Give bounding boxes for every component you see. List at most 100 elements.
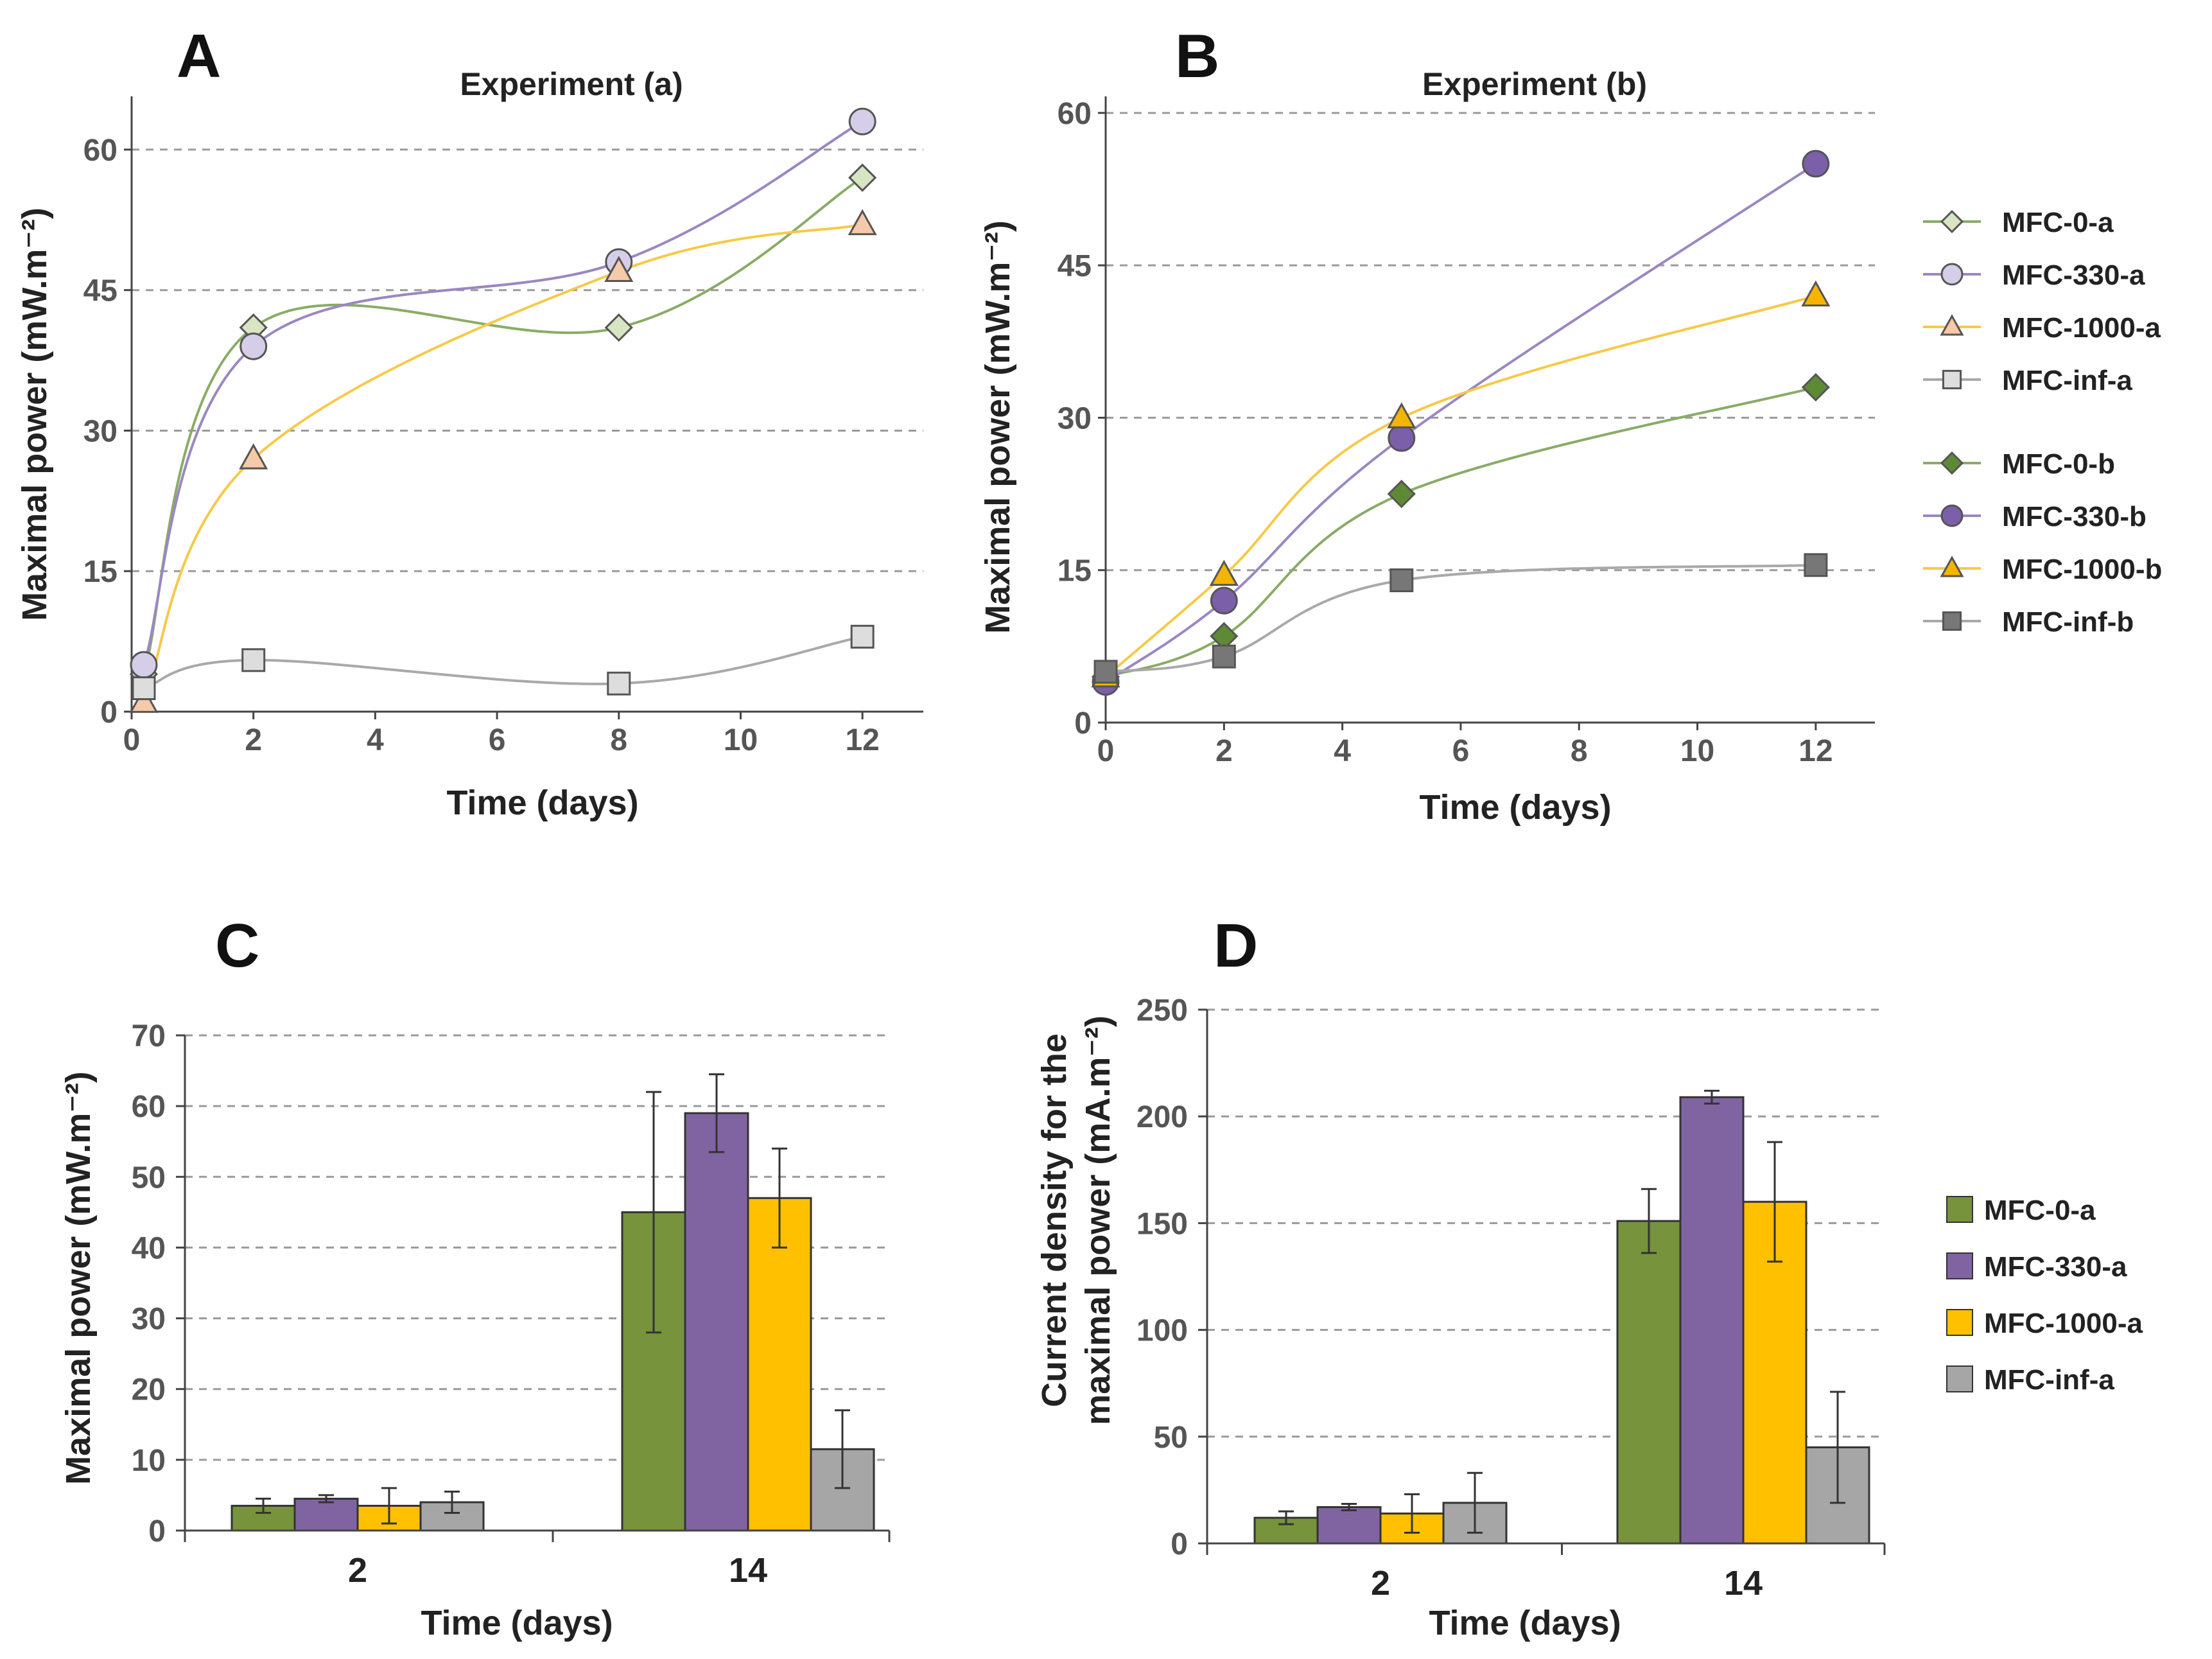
y-tick-label-c-40: 40 xyxy=(132,1231,166,1265)
legend-marker-mfc-1000-b xyxy=(1940,556,1964,577)
panel-letter-a: A xyxy=(177,22,221,91)
point-mfc-0-b-2 xyxy=(1387,479,1416,509)
panel-c: C 0 10 20 30 40 50 60 70 2 14 Time (days) Maxima… xyxy=(59,911,891,1642)
legend-label-mfc-1000-b: MFC-1000-b xyxy=(2002,554,2162,585)
x-axis-label-c: Time (days) xyxy=(421,1604,613,1642)
legend-cd-swatch-mfc-inf-a xyxy=(1946,1365,1973,1392)
y-axis-label-d-line1: Current density for the xyxy=(1035,1033,1074,1407)
error-bar-mfc-0-a-14 xyxy=(646,1091,661,1334)
chart-title-a: Experiment (a) xyxy=(460,66,683,102)
panel-d: D 0 50 100 150 200 250 2 14 Time (days) Curren… xyxy=(1035,911,1886,1642)
legend-marker-mfc-0-b xyxy=(1940,451,1964,475)
error-bar-mfc-1000-a-2 xyxy=(1404,1493,1420,1534)
legend-cd: MFC-0-a MFC-330-a MFC-1000-a MFC-inf-a xyxy=(1946,1195,2143,1396)
y-ticks-c: 0 10 20 30 40 50 60 70 xyxy=(132,1019,186,1549)
x-category-label-d-2: 2 xyxy=(1371,1564,1390,1602)
x-axis-label-d: Time (days) xyxy=(1429,1604,1621,1642)
y-axis-label-c: Maximal power (mW.m⁻²) xyxy=(59,1071,98,1485)
legend-item-mfc-330-a: MFC-330-a xyxy=(1923,259,2145,291)
legend-cd-swatch-mfc-1000-a xyxy=(1946,1309,1973,1336)
point-mfc-inf-b-3 xyxy=(1804,553,1828,577)
bar-mfc-330-a-2 xyxy=(1316,1505,1382,1545)
x-tick-label-a-2: 2 xyxy=(245,723,262,757)
y-tick-label-c-50: 50 xyxy=(132,1161,166,1195)
line-mfc-0-a xyxy=(143,176,864,675)
y-tick-label-c-20: 20 xyxy=(132,1373,166,1407)
legend-marker-mfc-inf-a xyxy=(1942,369,1962,390)
legend-label-mfc-330-a: MFC-330-a xyxy=(2002,259,2145,291)
panel-letter-c: C xyxy=(215,911,259,980)
y-tick-label-d-150: 150 xyxy=(1136,1207,1188,1241)
point-mfc-330-b-2 xyxy=(1388,424,1416,452)
legend-marker-mfc-330-b xyxy=(1940,504,1964,527)
series-lines-a xyxy=(143,120,864,703)
legend-label-mfc-inf-b: MFC-inf-b xyxy=(2002,606,2134,638)
x-category-label-c-14: 14 xyxy=(729,1551,767,1590)
point-mfc-330-a-0 xyxy=(130,651,158,679)
bar-mfc-330-a-14 xyxy=(684,1112,749,1532)
legend-marker-mfc-inf-b xyxy=(1942,611,1962,631)
legend-cd-label-mfc-330-a: MFC-330-a xyxy=(1984,1251,2127,1283)
series-markers-b xyxy=(1091,150,1831,696)
legend-item-mfc-1000-a: MFC-1000-a xyxy=(1923,312,2161,344)
bar-mfc-330-a-2 xyxy=(293,1497,359,1532)
error-bar-mfc-1000-a-2 xyxy=(381,1487,397,1525)
line-mfc-inf-a xyxy=(143,635,863,690)
point-mfc-1000-a-1 xyxy=(239,443,268,470)
x-tick-label-b-6: 6 xyxy=(1452,734,1470,768)
y-tick-label-c-60: 60 xyxy=(132,1090,166,1124)
gridlines-c xyxy=(185,1034,889,1461)
x-ticks-d: 2 14 xyxy=(1206,1542,1886,1602)
x-tick-label-b-12: 12 xyxy=(1798,734,1833,768)
point-mfc-inf-a-2 xyxy=(607,671,631,696)
y-axis-label-b: Maximal power (mW.m⁻²) xyxy=(979,220,1017,634)
bars-d xyxy=(1253,1089,1870,1545)
bar-mfc-1000-a-14 xyxy=(747,1197,812,1532)
line-mfc-330-a xyxy=(143,120,864,665)
y-tick-label-b-30: 30 xyxy=(1058,401,1092,435)
gridlines-a xyxy=(132,148,923,572)
legend-cd-swatch-mfc-330-a xyxy=(1946,1252,1973,1279)
y-tick-label-d-50: 50 xyxy=(1154,1421,1188,1455)
legend-item-mfc-inf-b: MFC-inf-b xyxy=(1923,606,2134,638)
y-tick-label-b-15: 15 xyxy=(1058,554,1092,588)
line-mfc-1000-b xyxy=(1104,294,1816,678)
x-ticks-c: 2 14 xyxy=(184,1529,891,1590)
legend-item-mfc-0-a: MFC-0-a xyxy=(1923,207,2114,238)
legend-cd-label-mfc-1000-a: MFC-1000-a xyxy=(1984,1308,2143,1339)
point-mfc-330-b-3 xyxy=(1802,150,1830,178)
legend-cd-item-mfc-1000-a: MFC-1000-a xyxy=(1946,1308,2143,1339)
y-tick-label-a-0: 0 xyxy=(100,696,118,730)
point-mfc-inf-a-3 xyxy=(850,624,875,649)
y-ticks-a: 0 15 30 45 60 xyxy=(83,96,133,730)
y-ticks-d: 0 50 100 150 200 250 xyxy=(1136,994,1208,1561)
y-axis-label-d-line2: maximal power (mA.m⁻²) xyxy=(1079,1015,1117,1425)
point-mfc-1000-b-2 xyxy=(1387,402,1416,428)
point-mfc-inf-a-0 xyxy=(132,676,156,701)
point-mfc-1000-a-2 xyxy=(604,256,634,283)
y-tick-label-d-100: 100 xyxy=(1136,1314,1188,1348)
point-mfc-inf-b-2 xyxy=(1389,568,1414,593)
legend-marker-mfc-330-a xyxy=(1940,263,1964,286)
x-axis-label-a: Time (days) xyxy=(446,784,638,822)
error-bar-mfc-330-a-2 xyxy=(1341,1503,1357,1511)
line-mfc-330-b xyxy=(1104,162,1816,683)
error-bar-mfc-330-a-14 xyxy=(1704,1089,1720,1105)
x-tick-label-b-2: 2 xyxy=(1215,734,1233,768)
series-lines-b xyxy=(1104,162,1816,683)
y-tick-label-d-0: 0 xyxy=(1171,1527,1188,1561)
legend-cd-item-mfc-0-a: MFC-0-a xyxy=(1946,1195,2096,1226)
panel-b: B Experiment (b) 0 15 30 45 60 0 2 4 6 8 10 12 Tim… xyxy=(979,22,1875,827)
x-tick-label-a-8: 8 xyxy=(610,723,627,757)
x-tick-label-a-4: 4 xyxy=(367,723,384,757)
point-mfc-1000-b-3 xyxy=(1801,280,1831,307)
y-tick-label-c-0: 0 xyxy=(148,1514,166,1549)
y-tick-label-b-45: 45 xyxy=(1058,249,1092,283)
x-tick-label-b-0: 0 xyxy=(1097,734,1115,768)
point-mfc-330-a-3 xyxy=(848,107,876,136)
y-tick-label-a-60: 60 xyxy=(83,134,118,168)
legend-label-mfc-inf-a: MFC-inf-a xyxy=(2002,365,2132,396)
y-tick-label-b-0: 0 xyxy=(1074,707,1092,741)
x-ticks-b: 0 2 4 6 8 10 12 xyxy=(1097,721,1875,768)
